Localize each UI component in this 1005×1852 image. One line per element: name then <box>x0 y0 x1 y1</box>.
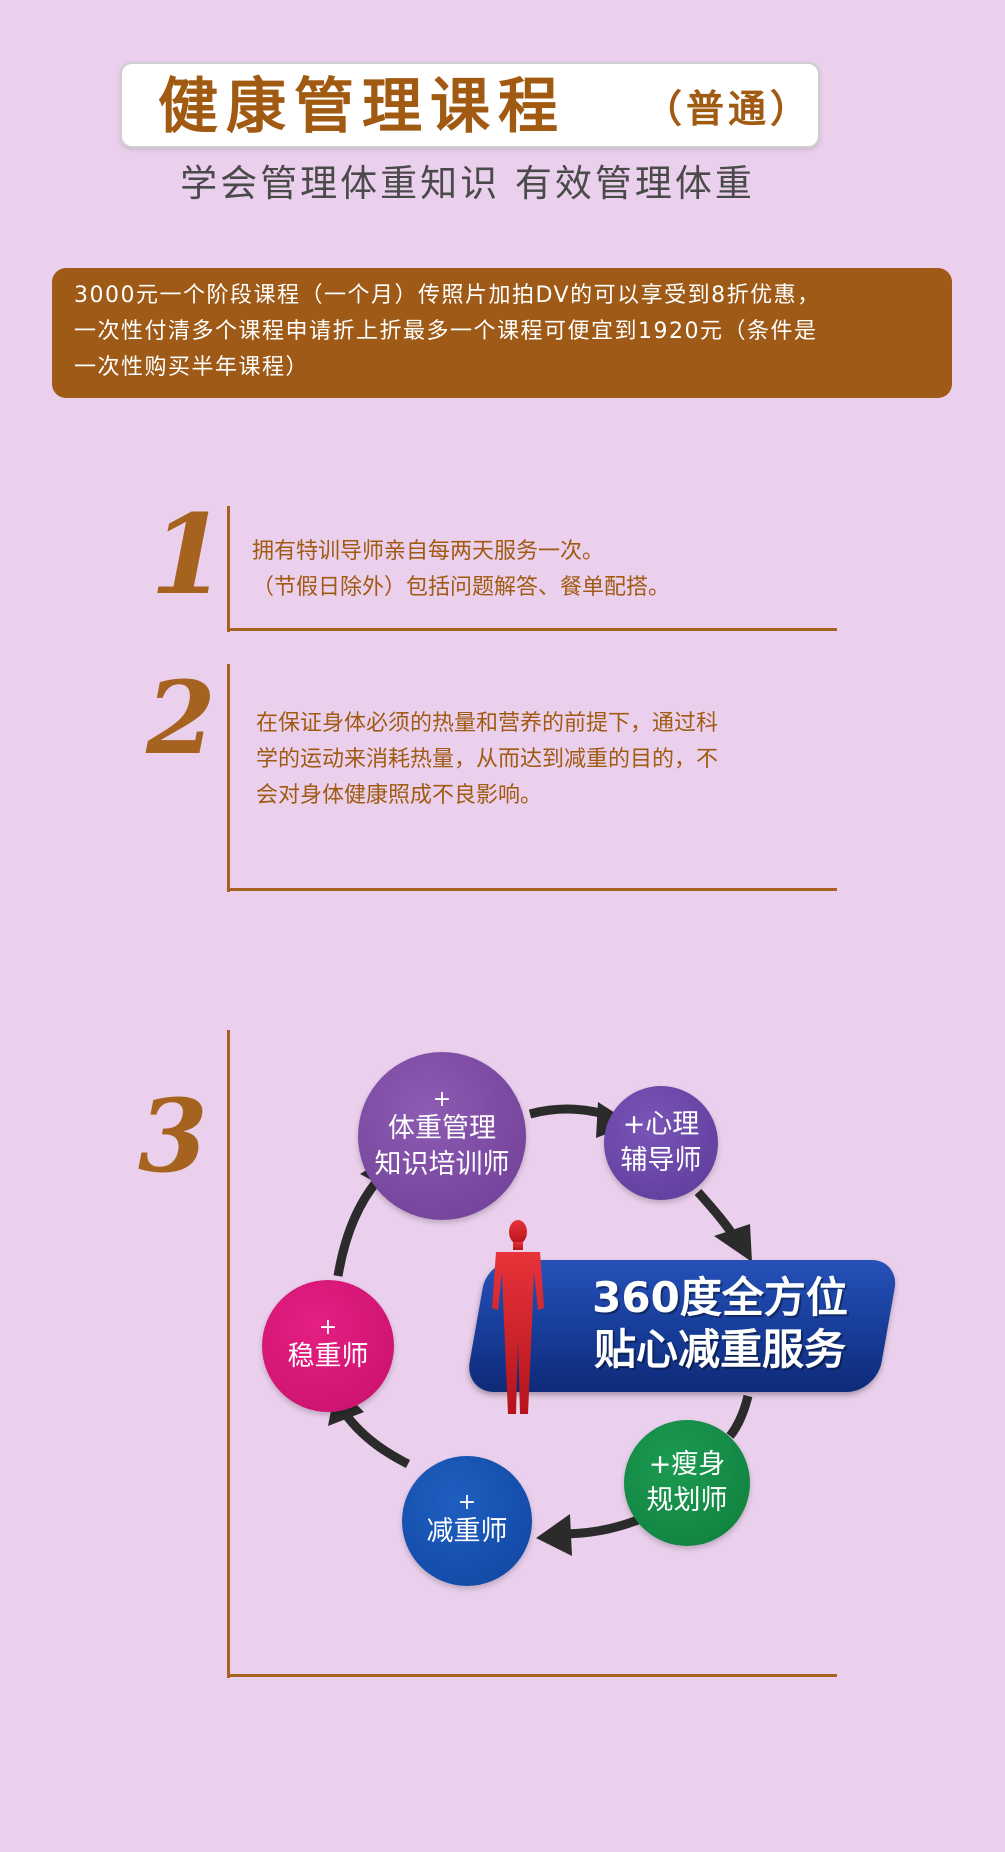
title-plate: 健康管理课程 （普通） <box>120 62 820 148</box>
center-banner-text: 360度全方位 贴心减重服务 <box>540 1272 900 1376</box>
section-2-line: 会对身体健康照成不良影响。 <box>256 783 543 808</box>
page-subtitle: 学会管理体重知识 有效管理体重 <box>180 162 755 205</box>
page-title: 健康管理课程 <box>158 72 566 142</box>
node-psychology-counselor: +心理 辅导师 <box>604 1086 718 1200</box>
arrowhead-4 <box>536 1514 572 1556</box>
price-info-line: 一次性付清多个课程申请折上折最多一个课程可便宜到1920元（条件是 <box>74 319 818 344</box>
node-weight-stabilizer: + 稳重师 <box>262 1280 394 1412</box>
section-2-line: 在保证身体必须的热量和营养的前提下，通过科 <box>256 711 719 736</box>
price-info-line: 一次性购买半年课程） <box>74 355 310 380</box>
node-plus: + <box>318 1315 338 1340</box>
arrow-6 <box>333 1177 382 1277</box>
node-label: +心理 <box>622 1109 700 1140</box>
section-2-vertical-rule <box>227 664 230 892</box>
node-plus: + <box>432 1087 452 1112</box>
node-label: 知识培训师 <box>374 1149 510 1180</box>
node-label: 稳重师 <box>287 1341 369 1372</box>
arrow-5 <box>340 1409 411 1469</box>
section-1-vertical-rule <box>227 506 230 632</box>
service-cycle-diagram: 360度全方位 贴心减重服务 + 体重管理 知识培训师 +心理 <box>240 1040 900 1600</box>
title-note: （普通） <box>644 87 813 131</box>
section-2-text: 在保证身体必须的热量和营养的前提下，通过科 学的运动来消耗热量，从而达到减重的目… <box>256 706 718 814</box>
price-info-banner: 3000元一个阶段课程（一个月）传照片加拍DV的可以享受到8折优惠， 一次性付清… <box>52 268 952 398</box>
node-label: 规划师 <box>646 1485 728 1516</box>
section-1-horizontal-rule <box>227 628 837 631</box>
arrow-3 <box>726 1394 753 1439</box>
section-3-vertical-rule <box>227 1030 230 1678</box>
section-2-horizontal-rule <box>227 888 837 891</box>
node-label: +瘦身 <box>648 1449 726 1480</box>
node-weight-loss-coach: + 减重师 <box>402 1456 532 1586</box>
section-3-number: 3 <box>138 1077 208 1195</box>
price-info-line: 3000元一个阶段课程（一个月）传照片加拍DV的可以享受到8折优惠， <box>74 283 821 308</box>
section-1-line: （节假日除外）包括问题解答、餐单配搭。 <box>252 575 671 600</box>
node-plus: + <box>457 1490 477 1515</box>
center-banner-line: 贴心减重服务 <box>593 1325 846 1374</box>
human-figure-icon <box>492 1220 544 1414</box>
arrowhead-2 <box>714 1224 752 1262</box>
section-1-text: 拥有特训导师亲自每两天服务一次。 （节假日除外）包括问题解答、餐单配搭。 <box>252 534 670 606</box>
node-label: 辅导师 <box>620 1145 702 1176</box>
section-2-line: 学的运动来消耗热量，从而达到减重的目的，不 <box>256 747 719 772</box>
section-1-number: 1 <box>150 490 227 619</box>
node-label: 体重管理 <box>388 1113 496 1144</box>
center-banner-line: 360度全方位 <box>592 1273 848 1322</box>
node-weight-knowledge-trainer: + 体重管理 知识培训师 <box>358 1052 526 1220</box>
node-slimming-planner: +瘦身 规划师 <box>624 1420 750 1546</box>
section-2-number: 2 <box>146 659 216 777</box>
node-label: 减重师 <box>426 1516 508 1547</box>
section-1-line: 拥有特训导师亲自每两天服务一次。 <box>252 539 605 564</box>
section-3-horizontal-rule <box>227 1674 837 1677</box>
